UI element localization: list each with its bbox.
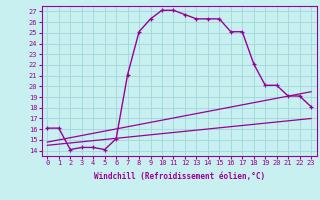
- X-axis label: Windchill (Refroidissement éolien,°C): Windchill (Refroidissement éolien,°C): [94, 172, 265, 181]
